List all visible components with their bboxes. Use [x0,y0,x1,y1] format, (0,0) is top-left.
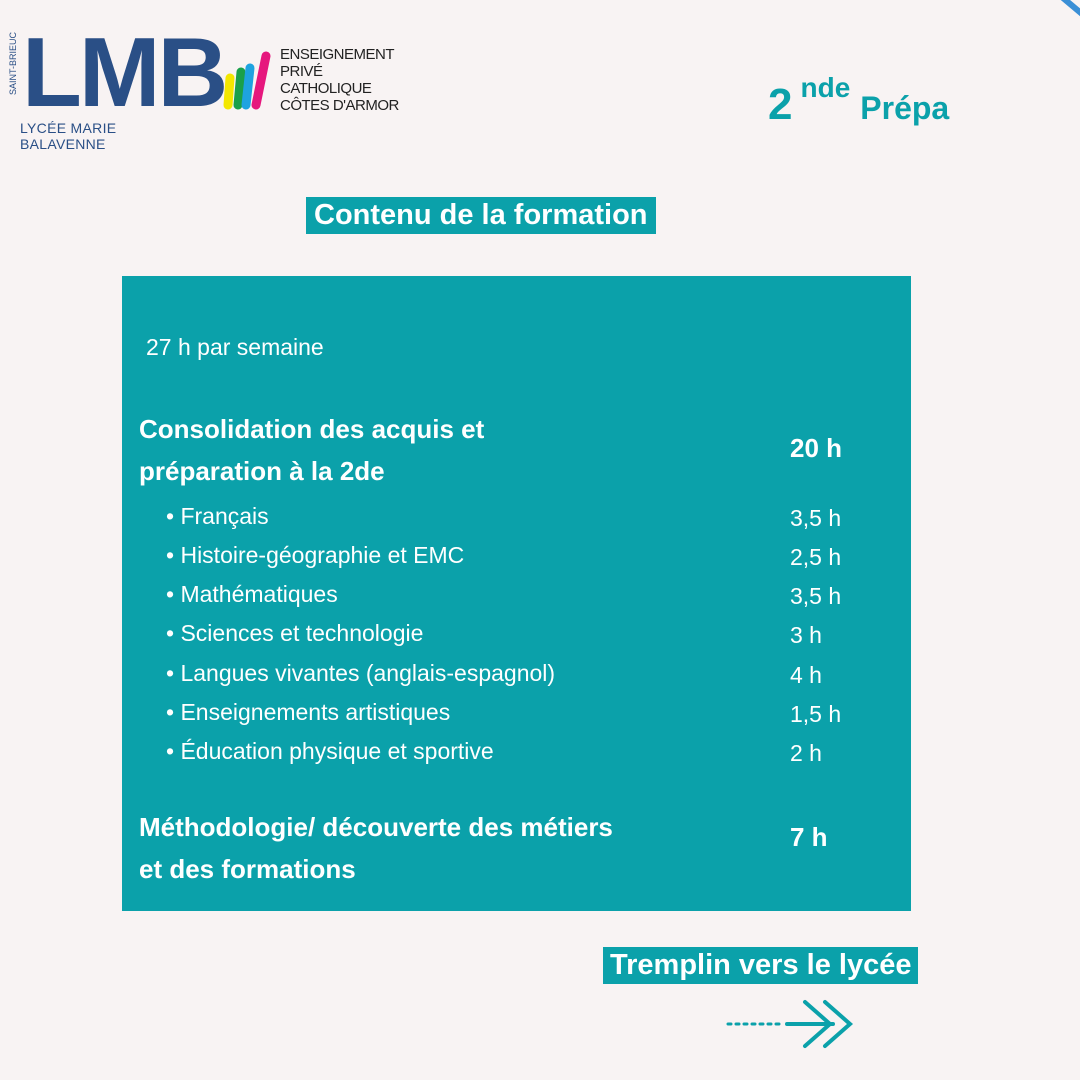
title-number: 2 [768,80,793,129]
page-title: 2 nde Prépa [768,72,950,130]
section2-title: Méthodologie/ découverte des métiers et … [139,806,613,890]
subject-item: • Sciences et technologie [166,620,424,646]
subject-hours: 3,5 h [790,583,842,609]
logo-city: SAINT-BRIEUC [8,32,18,96]
epc-line: CATHOLIQUE [280,80,372,97]
corner-decoration [1049,0,1080,29]
subject-hours: 2 h [790,740,822,766]
subject-item: • Histoire-géographie et EMC [166,542,465,568]
section1-line: Consolidation des acquis et [139,414,485,444]
section2-hours: 7 h [790,822,828,852]
subject-item: • Langues vivantes (anglais-espagnol) [166,660,556,686]
section1-line: préparation à la 2de [139,456,385,486]
weekly-hours: 27 h par semaine [146,334,324,360]
section2-line: Méthodologie/ découverte des métiers [139,812,613,842]
lmb-logo: SAINT-BRIEUC LMB LYCÉE MARIE BALAVENNE [8,17,228,152]
subject-hours: 2,5 h [790,544,842,570]
subject-hours: 3 h [790,622,822,648]
brush-strokes-icon [223,51,271,110]
subject-hours: 4 h [790,662,822,688]
title-suffix: nde [800,72,851,103]
subject-item: • Français [166,503,269,529]
section1-title: Consolidation des acquis et préparation … [139,408,484,492]
epc-logo: ENSEIGNEMENT PRIVÉ CATHOLIQUE CÔTES D'AR… [222,46,399,114]
content-box: 27 h par semaine Consolidation des acqui… [122,276,911,911]
subject-item: • Mathématiques [166,581,338,607]
logo-school-name: LYCÉE MARIE BALAVENNE [20,120,117,152]
subject-item: • Éducation physique et sportive [166,738,494,764]
logo-letters: LMB [22,17,228,127]
subject-hours: 3,5 h [790,505,842,531]
section2-line: et des formations [139,854,356,884]
subject-hours: 1,5 h [790,701,842,727]
arrow-right-icon [726,1000,854,1048]
epc-line: PRIVÉ [280,63,323,80]
epc-line: CÔTES D'ARMOR [280,97,399,114]
subject-item: • Enseignements artistiques [166,699,451,725]
title-word: Prépa [860,90,950,126]
epc-line: ENSEIGNEMENT [280,46,395,63]
tagline: Tremplin vers le lycée [603,947,919,984]
section1-hours: 20 h [790,433,843,463]
section-heading: Contenu de la formation [306,197,656,234]
